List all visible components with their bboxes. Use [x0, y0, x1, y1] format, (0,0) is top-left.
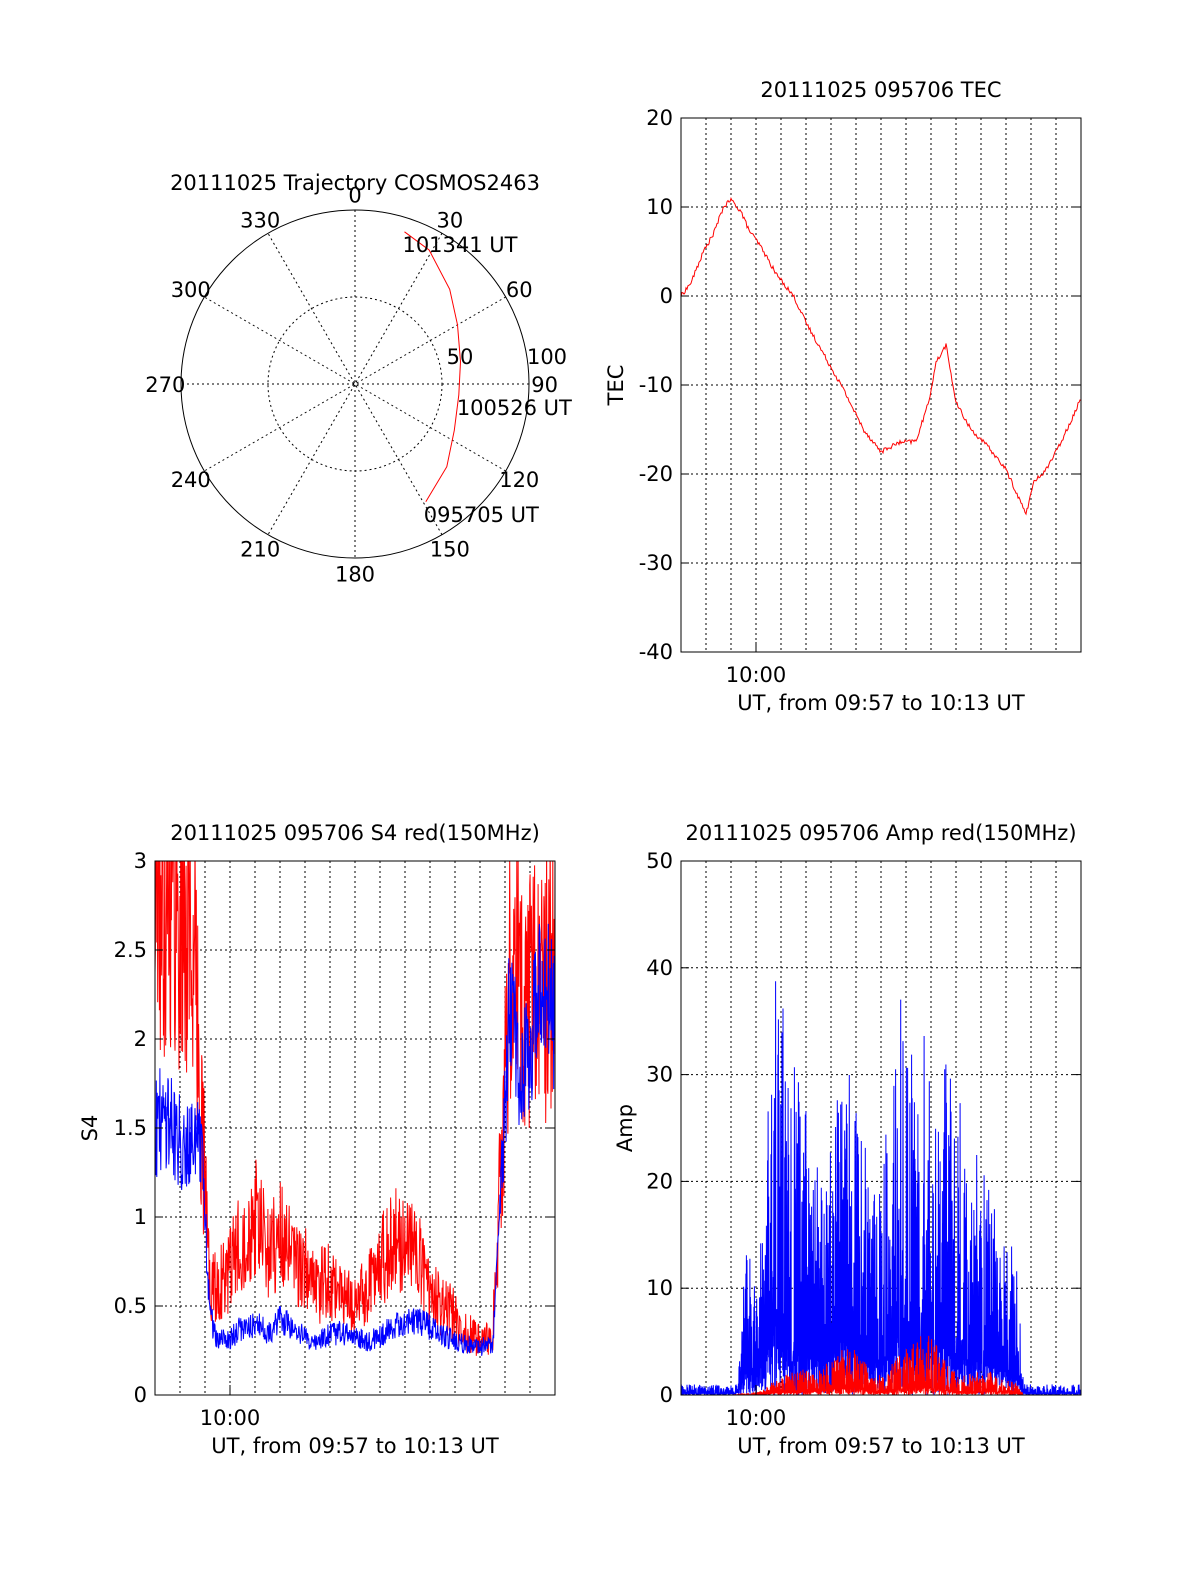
s4-tick-labels: 0 0.5 1 1.5 2 2.5 3 10:00: [114, 849, 555, 1430]
amp-y-axis-label: Amp: [613, 1104, 637, 1152]
polar-chart-title: 20111025 Trajectory COSMOS2463: [170, 171, 540, 195]
amp-y-tick-label: 0: [660, 1383, 673, 1407]
amp-series: [681, 981, 1081, 1395]
s4-y-axis-label: S4: [78, 1115, 102, 1142]
trajectory-time-label: 095705 UT: [424, 503, 539, 527]
tec-y-tick-label: 20: [646, 106, 673, 130]
amp-y-tick-label: 20: [646, 1169, 673, 1193]
tec-y-axis-label: TEC: [604, 365, 628, 407]
tec-series-group: [681, 197, 1081, 516]
polar-angle-label: 150: [430, 537, 470, 561]
polar-grid: [181, 210, 529, 558]
trajectory-time-label: 101341 UT: [402, 233, 517, 257]
s4-x-axis-label: UT, from 09:57 to 10:13 UT: [211, 1434, 499, 1458]
amp-x-axis-label: UT, from 09:57 to 10:13 UT: [737, 1434, 1025, 1458]
tec-series-line-red: [681, 197, 1081, 516]
s4-y-tick-label: 2: [134, 1027, 147, 1051]
polar-angle-label: 330: [240, 209, 280, 233]
polar-angle-label: 210: [240, 537, 280, 561]
polar-grid-spoke: [267, 233, 443, 535]
polar-angle-label: 240: [171, 468, 211, 492]
polar-angle-label: 30: [436, 209, 463, 233]
s4-series: [155, 861, 555, 1356]
amp-series-line-red: [681, 1335, 1081, 1395]
tec-chart: 20111025 095706 TEC -40 -30 -20 -10 0 10 20 10:…: [604, 78, 1082, 715]
amp-series-line-blue: [681, 981, 1081, 1395]
amp-plot-frame: [680, 860, 1082, 1396]
polar-radial-label: 100: [527, 345, 567, 369]
polar-angle-label: 90: [531, 373, 558, 397]
polar-angle-label: 270: [145, 373, 185, 397]
s4-x-tick-label: 10:00: [200, 1406, 261, 1430]
amp-x-tick-label: 10:00: [726, 1406, 787, 1430]
tec-grid: [681, 118, 1081, 652]
trajectory-annotations: 101341 UT 100526 UT 095705 UT: [402, 233, 572, 527]
polar-angle-label: 180: [335, 563, 375, 587]
amp-y-tick-label: 10: [646, 1276, 673, 1300]
s4-y-tick-label: 1: [134, 1205, 147, 1229]
trajectory-line: [404, 231, 462, 503]
polar-angle-label: 0: [348, 183, 361, 207]
amp-y-tick-label: 50: [646, 849, 673, 873]
polar-radial-labels: 50 100: [447, 345, 567, 369]
tec-y-tick-label: -10: [639, 373, 673, 397]
s4-series-line-red: [155, 861, 555, 1356]
amp-y-tick-label: 40: [646, 956, 673, 980]
amp-series-group: [681, 981, 1081, 1395]
polar-angle-label: 120: [499, 468, 539, 492]
s4-y-tick-label: 0.5: [114, 1294, 147, 1318]
s4-chart: 20111025 095706 S4 red(150MHz) 0 0.5 1 1.5 2…: [78, 821, 556, 1458]
tec-x-tick-label: 10:00: [726, 663, 787, 687]
polar-angle-label: 60: [506, 278, 533, 302]
polar-grid-spoke: [267, 233, 443, 535]
tec-y-tick-label: -30: [639, 551, 673, 575]
tec-chart-title: 20111025 095706 TEC: [760, 78, 1001, 102]
s4-chart-title: 20111025 095706 S4 red(150MHz): [170, 821, 540, 845]
amp-y-tick-label: 30: [646, 1063, 673, 1087]
tec-y-tick-label: -40: [639, 640, 673, 664]
s4-y-tick-label: 0: [134, 1383, 147, 1407]
polar-angle-labels: 0 30 60 90 120 150 180 210 240 270 300 330: [145, 183, 558, 586]
tec-y-tick-label: 0: [660, 284, 673, 308]
s4-y-tick-label: 1.5: [114, 1116, 147, 1140]
polar-angle-label: 300: [171, 278, 211, 302]
s4-y-tick-label: 2.5: [114, 938, 147, 962]
tec-x-axis-label: UT, from 09:57 to 10:13 UT: [737, 691, 1025, 715]
tec-y-tick-label: 10: [646, 195, 673, 219]
tec-y-tick-label: -20: [639, 462, 673, 486]
amp-chart-title: 20111025 095706 Amp red(150MHz): [685, 821, 1076, 845]
polar-grid-circle: [267, 296, 443, 472]
s4-series-group: [155, 861, 555, 1356]
tec-series: [681, 197, 1081, 516]
trajectory-time-label: 100526 UT: [457, 396, 572, 420]
s4-y-tick-label: 3: [134, 849, 147, 873]
amp-chart: 20111025 095706 Amp red(150MHz) 0 10 20 30 4…: [613, 821, 1082, 1458]
polar-outer-circle: [180, 209, 530, 559]
tec-tick-labels: -40 -30 -20 -10 0 10 20 10:00: [639, 106, 1081, 687]
amp-tick-labels: 0 10 20 30 40 50 10:00: [646, 849, 1081, 1430]
trajectory-polar-chart: 20111025 Trajectory COSMOS2463 0 30 60 90 12…: [145, 171, 572, 587]
s4-series-line-blue: [155, 923, 555, 1356]
